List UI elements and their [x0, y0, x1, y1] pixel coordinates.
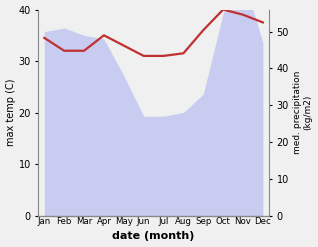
Y-axis label: med. precipitation
(kg/m2): med. precipitation (kg/m2) [293, 71, 313, 154]
X-axis label: date (month): date (month) [113, 231, 195, 242]
Y-axis label: max temp (C): max temp (C) [5, 79, 16, 146]
